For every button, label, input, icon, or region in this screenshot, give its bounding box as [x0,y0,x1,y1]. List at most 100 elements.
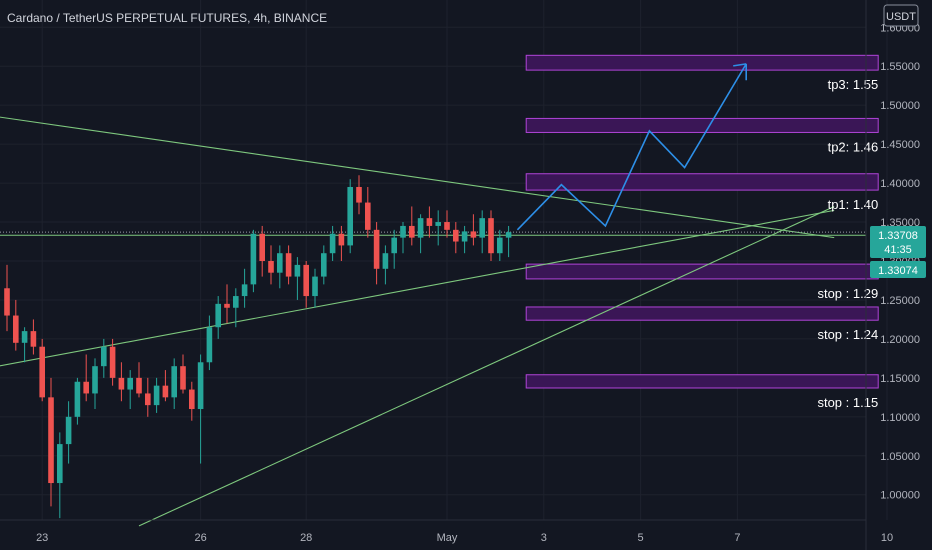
candle-body [4,288,10,316]
candle-body [109,346,116,378]
candle-body [277,253,283,273]
candle-body [470,231,477,238]
candle-body [400,225,406,238]
candle-body [285,253,292,277]
zone-label: stop : 1.24 [817,327,878,342]
candle-body [259,233,265,261]
x-tick-label: 26 [194,532,206,544]
candle-body [382,253,389,269]
candle-body [197,362,204,410]
candle-body [479,218,485,238]
y-tick-label: 1.00000 [880,490,920,502]
candle-body [356,186,362,203]
candles [4,175,512,519]
y-tick-label: 1.10000 [880,412,920,424]
last-price-tag: 1.33708 41:35 [870,226,926,258]
candle-body [74,381,81,417]
x-tick-label: 10 [881,532,893,544]
candle-body [497,237,503,254]
chart-title: Cardano / TetherUS PERPETUAL FUTURES, 4h… [7,11,327,25]
zone-label: tp2: 1.46 [828,139,879,154]
candle-body [101,346,107,367]
candle-body [162,385,169,398]
candle-body [426,218,433,226]
candle-body [189,389,195,410]
candle-body [127,377,133,390]
candle-body [39,346,45,398]
target-zones [525,54,879,389]
candle-body [435,222,441,226]
candle-body [329,233,336,254]
y-tick-label: 1.05000 [880,451,920,463]
price-lines [0,231,866,236]
projection-path [516,63,748,231]
x-tick-label: 23 [36,532,48,544]
last-price: 1.33708 [878,230,918,242]
candle-body [373,229,380,269]
candle-body [13,315,19,343]
zone-box [525,374,879,389]
candle-body [48,397,54,484]
candle-body [409,225,415,238]
candle-body [65,416,72,445]
candle-body [461,231,468,242]
currency-button[interactable]: USDT [883,4,919,27]
y-tick-label: 1.40000 [880,178,920,190]
candle-body [312,276,318,297]
zone-box [525,306,879,321]
trendline-steep [138,205,835,527]
y-tick-label: 1.20000 [880,334,920,346]
zone-label: tp1: 1.40 [828,197,879,212]
zone-box [525,54,879,71]
candle-body [268,261,274,273]
candle-body [505,232,512,238]
y-tick-label: 1.55000 [880,61,920,73]
candle-body [294,264,301,277]
y-tick-label: 1.45000 [880,139,920,151]
candle-body [153,385,160,406]
y-tick-label: 1.25000 [880,295,920,307]
candle-body [145,393,151,406]
candle-body [338,233,345,246]
second-price: 1.33074 [878,265,918,277]
x-tick-label: May [437,532,458,544]
candle-body [206,327,213,363]
trendline-descending [0,116,835,239]
zone-label: tp3: 1.55 [828,77,879,92]
candle-body [453,229,459,242]
candle-body [417,218,424,238]
candle-body [57,444,63,484]
time-axis[interactable]: 23 26 28 May 3 5 7 10 [0,519,893,544]
x-tick-label: 28 [300,532,312,544]
candle-body [233,296,239,308]
candle-body [488,218,494,254]
candle-body [347,186,353,246]
zone-label: stop : 1.29 [817,286,878,301]
candle-body [118,377,125,390]
candle-body [321,253,327,277]
y-tick-label: 1.15000 [880,373,920,385]
candle-body [224,303,230,308]
zone-label: stop : 1.15 [817,395,878,410]
candle-body [215,303,221,328]
zone-box [525,117,879,133]
x-tick-label: 7 [734,532,740,544]
candle-body [21,331,28,343]
arrow-head [733,63,747,67]
candle-body [180,366,186,390]
bar-countdown: 41:35 [884,244,912,256]
second-price-tag: 1.33074 [870,261,926,278]
candle-body [250,233,257,285]
candle-body [171,366,177,398]
candle-body [303,264,309,297]
candle-body [30,331,37,347]
candle-body [83,381,89,394]
candle-body [92,366,98,394]
candle-body [391,237,397,254]
y-tick-label: 1.60000 [880,22,920,34]
candle-body [365,202,371,230]
projection-line [516,63,747,231]
zone-box [525,173,879,191]
grid [0,0,888,520]
